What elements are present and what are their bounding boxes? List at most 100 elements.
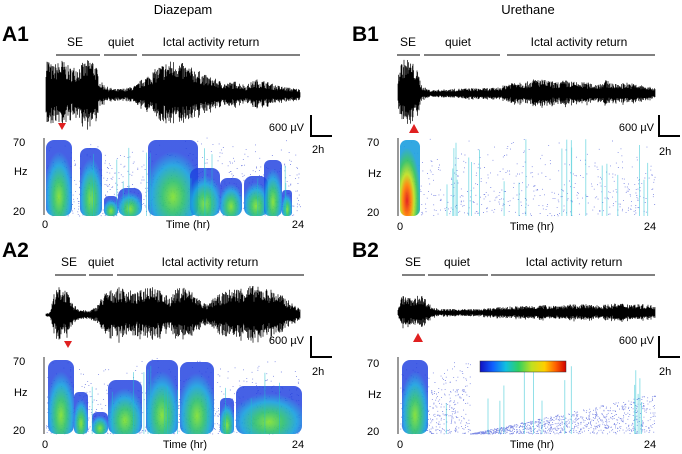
spectrogram-power-region: [400, 140, 420, 216]
y-max-label: 70: [367, 137, 379, 149]
scale-time: 2h: [659, 146, 671, 158]
panel-b2: B2 SE quiet Ictal activity return 600 µV…: [352, 239, 680, 451]
y-unit-label: Hz: [14, 387, 27, 399]
panel-label: A1: [2, 23, 29, 46]
phase-label-se: SE: [67, 35, 83, 49]
phase-label-ictal: Ictal activity return: [531, 35, 628, 49]
spectrogram-power-region: [180, 362, 214, 434]
spectrogram: [400, 360, 656, 435]
column-title-diazepam: Diazepam: [154, 2, 213, 17]
x-axis-label: Time (hr): [163, 439, 207, 451]
y-max-label: 70: [13, 137, 25, 149]
scale-bar: 600 µV 2h: [619, 115, 680, 158]
seizure-marker: [64, 341, 72, 348]
spectrogram-power-region: [46, 140, 72, 216]
spectrogram: [400, 138, 656, 217]
phase-bar: SE quiet Ictal activity return: [397, 35, 655, 56]
phase-bar: SE quiet Ictal activity return: [56, 35, 300, 56]
y-min-label: 20: [367, 207, 379, 219]
spectrogram-power-region: [92, 412, 108, 434]
eeg-trace: [397, 59, 656, 124]
scale-amplitude: 600 µV: [619, 335, 655, 347]
spectrogram-power-region: [264, 160, 282, 216]
x-end-label: 24: [292, 219, 304, 231]
spectrogram-background: [401, 138, 656, 217]
eeg-trace: [397, 295, 656, 329]
spectrogram-streaks: [91, 365, 280, 434]
phase-label-ictal: Ictal activity return: [163, 35, 260, 49]
phase-label-se: SE: [61, 255, 77, 269]
spectrogram: [46, 357, 302, 435]
panel-label: A2: [2, 239, 29, 262]
spectrogram-power-region: [244, 176, 268, 216]
phase-label-ictal: Ictal activity return: [162, 255, 259, 269]
y-unit-label: Hz: [368, 168, 381, 180]
phase-label-se: SE: [400, 35, 416, 49]
eeg-trace: [45, 286, 301, 343]
phase-label-ictal: Ictal activity return: [526, 255, 623, 269]
spectrogram-power-region: [48, 360, 74, 434]
phase-label-quiet: quiet: [444, 255, 471, 269]
y-max-label: 70: [13, 356, 25, 368]
spectrogram-power-region: [220, 178, 242, 216]
spectrogram-background: [400, 362, 656, 435]
panel-label: B1: [352, 23, 379, 46]
phase-label-quiet: quiet: [88, 255, 115, 269]
x-end-label: 24: [292, 439, 304, 451]
panel-a2: A2 SE quiet Ictal activity return 600 µV…: [2, 239, 332, 451]
column-title-urethane: Urethane: [501, 2, 554, 17]
spectrogram: [46, 137, 301, 217]
seizure-marker: [413, 333, 423, 342]
spectrogram-power-region: [108, 380, 142, 434]
spectrogram-power-region: [148, 140, 198, 216]
phase-label-quiet: quiet: [445, 35, 472, 49]
spectrogram-power-region: [220, 398, 234, 434]
spectrogram-power-region: [190, 168, 220, 216]
x-start-label: 0: [397, 439, 403, 451]
spectrogram-power-region: [236, 386, 302, 434]
spectrogram-streaks: [445, 366, 642, 434]
scale-bar: 600 µV 2h: [269, 335, 332, 378]
x-start-label: 0: [42, 439, 48, 451]
spectrogram-streaks: [446, 139, 649, 216]
spectrogram-power-region: [104, 196, 118, 216]
x-end-label: 24: [644, 221, 656, 233]
spectrogram-streaks: [90, 147, 287, 216]
panel-label: B2: [352, 239, 379, 262]
panel-b1: B1 SE quiet Ictal activity return 600 µV…: [352, 23, 680, 233]
scale-bar: 600 µV 2h: [269, 115, 332, 156]
spectrogram-power-region: [146, 360, 178, 434]
spectrogram-power-region: [118, 188, 142, 216]
x-end-label: 24: [644, 439, 656, 451]
y-min-label: 20: [13, 425, 25, 437]
y-unit-label: Hz: [14, 166, 27, 178]
phase-label-se: SE: [405, 255, 421, 269]
scale-time: 2h: [312, 366, 324, 378]
y-max-label: 70: [367, 358, 379, 370]
y-unit-label: Hz: [368, 389, 381, 401]
scale-bar: 600 µV 2h: [619, 335, 680, 378]
scale-amplitude: 600 µV: [269, 122, 305, 134]
x-axis-label: Time (hr): [166, 219, 210, 231]
x-axis-label: Time (hr): [510, 439, 554, 451]
panel-a1: A1 SE quiet Ictal activity return 600 µV…: [2, 23, 332, 231]
y-min-label: 20: [13, 206, 25, 218]
x-start-label: 0: [397, 221, 403, 233]
scale-amplitude: 600 µV: [619, 122, 655, 134]
scale-time: 2h: [312, 144, 324, 156]
eeg-trace: [45, 60, 301, 130]
x-axis-label: Time (hr): [510, 221, 554, 233]
x-start-label: 0: [42, 219, 48, 231]
colorbar: [479, 360, 567, 373]
phase-label-quiet: quiet: [108, 35, 135, 49]
eeg-trace-waveform: [397, 59, 656, 124]
y-min-label: 20: [367, 426, 379, 438]
seizure-marker: [58, 123, 66, 130]
seizure-marker: [409, 124, 419, 133]
spectrogram-power-region: [74, 392, 88, 434]
phase-bar: SE quiet Ictal activity return: [55, 255, 304, 276]
scale-time: 2h: [659, 366, 671, 378]
phase-bar: SE quiet Ictal activity return: [402, 255, 655, 276]
spectrogram-power-region: [402, 360, 428, 434]
